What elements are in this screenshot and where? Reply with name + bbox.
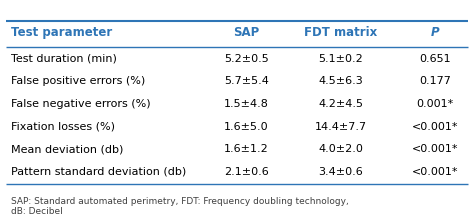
Text: 1.6±5.0: 1.6±5.0	[224, 122, 269, 132]
Text: Test parameter: Test parameter	[11, 26, 112, 39]
Text: 1.5±4.8: 1.5±4.8	[224, 99, 269, 109]
Text: <0.001*: <0.001*	[411, 167, 458, 177]
Text: 0.651: 0.651	[419, 54, 451, 63]
Text: 5.2±0.5: 5.2±0.5	[224, 54, 269, 63]
Text: 1.6±1.2: 1.6±1.2	[224, 144, 269, 154]
Text: 2.1±0.6: 2.1±0.6	[224, 167, 269, 177]
Text: Test duration (min): Test duration (min)	[11, 54, 117, 63]
Text: <0.001*: <0.001*	[411, 144, 458, 154]
Text: 0.001*: 0.001*	[416, 99, 454, 109]
Text: Mean deviation (db): Mean deviation (db)	[11, 144, 123, 154]
Text: FDT matrix: FDT matrix	[304, 26, 377, 39]
Text: False positive errors (%): False positive errors (%)	[11, 76, 145, 86]
Text: <0.001*: <0.001*	[411, 122, 458, 132]
Text: 4.0±2.0: 4.0±2.0	[318, 144, 363, 154]
Text: 3.4±0.6: 3.4±0.6	[319, 167, 363, 177]
Text: 5.1±0.2: 5.1±0.2	[319, 54, 363, 63]
Text: 4.5±6.3: 4.5±6.3	[319, 76, 363, 86]
Text: 5.7±5.4: 5.7±5.4	[224, 76, 269, 86]
Text: 4.2±4.5: 4.2±4.5	[318, 99, 363, 109]
Text: P: P	[430, 26, 439, 39]
Text: Fixation losses (%): Fixation losses (%)	[11, 122, 115, 132]
Text: 14.4±7.7: 14.4±7.7	[315, 122, 367, 132]
Text: Pattern standard deviation (db): Pattern standard deviation (db)	[11, 167, 186, 177]
Text: SAP: SAP	[233, 26, 260, 39]
Text: SAP: Standard automated perimetry, FDT: Frequency doubling technology,
dB: Decib: SAP: Standard automated perimetry, FDT: …	[11, 197, 348, 216]
Text: 0.177: 0.177	[419, 76, 451, 86]
Text: False negative errors (%): False negative errors (%)	[11, 99, 150, 109]
